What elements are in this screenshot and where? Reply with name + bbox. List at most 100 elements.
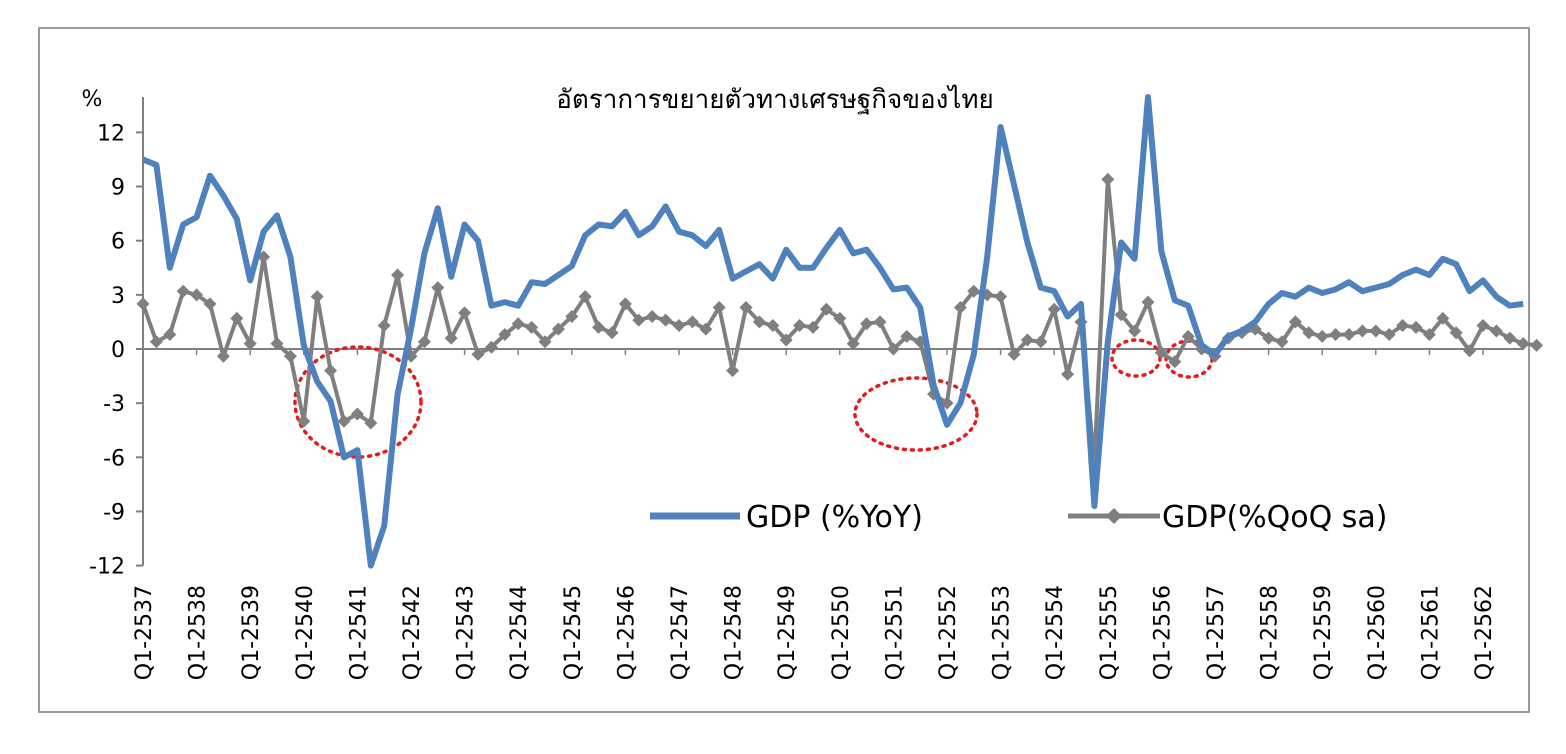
series-point-qoq bbox=[645, 310, 659, 324]
x-tick-label: Q1-2540 bbox=[293, 585, 318, 680]
x-tick-label: Q1-2556 bbox=[1150, 585, 1175, 680]
series-point-qoq bbox=[136, 297, 150, 311]
chart-title: อัตราการขยายตัวทางเศรษฐกิจของไทย bbox=[556, 84, 993, 115]
series-point-qoq bbox=[511, 317, 525, 331]
series-point-qoq bbox=[1503, 331, 1517, 345]
series-point-qoq bbox=[1409, 320, 1423, 334]
series-point-qoq bbox=[833, 311, 847, 325]
series-point-qoq bbox=[953, 300, 967, 314]
y-tick-label: -6 bbox=[103, 446, 125, 471]
series-point-qoq bbox=[471, 347, 485, 361]
series-point-qoq bbox=[994, 290, 1008, 304]
series-point-qoq bbox=[900, 329, 914, 343]
series-point-qoq bbox=[364, 416, 378, 430]
series-point-qoq bbox=[1516, 337, 1530, 351]
series-point-qoq bbox=[431, 281, 445, 295]
highlight-circle bbox=[293, 345, 423, 459]
series-point-qoq bbox=[1154, 346, 1168, 360]
series-point-qoq bbox=[1530, 338, 1544, 352]
series-point-qoq bbox=[618, 297, 632, 311]
series-point-qoq bbox=[1302, 326, 1316, 340]
series-point-qoq bbox=[1034, 335, 1048, 349]
x-tick-label: Q1-2548 bbox=[722, 585, 747, 680]
series-point-qoq bbox=[766, 319, 780, 333]
x-tick-label: Q1-2549 bbox=[775, 585, 800, 680]
series-point-qoq bbox=[779, 333, 793, 347]
x-tick-label: Q1-2551 bbox=[882, 585, 907, 680]
series-point-qoq bbox=[176, 284, 190, 298]
series-point-qoq bbox=[484, 340, 498, 354]
series-point-qoq bbox=[578, 290, 592, 304]
x-tick-label: Q1-2537 bbox=[132, 585, 157, 680]
series-point-qoq bbox=[391, 268, 405, 282]
x-tick-label: Q1-2544 bbox=[507, 585, 532, 680]
legend-marker-qoq bbox=[1106, 508, 1122, 524]
legend-label-yoy: GDP (%YoY) bbox=[746, 500, 923, 535]
series-point-qoq bbox=[324, 364, 338, 378]
chart-frame bbox=[38, 27, 1530, 713]
series-point-qoq bbox=[1141, 295, 1155, 309]
series-point-qoq bbox=[592, 320, 606, 334]
series-point-qoq bbox=[632, 313, 646, 327]
y-tick-label: 6 bbox=[111, 230, 125, 255]
series-point-qoq bbox=[1020, 333, 1034, 347]
series-point-qoq bbox=[726, 364, 740, 378]
series-point-qoq bbox=[1047, 302, 1061, 316]
series-point-qoq bbox=[190, 288, 204, 302]
series-point-qoq bbox=[270, 337, 284, 351]
series-point-qoq bbox=[1128, 324, 1142, 338]
series-point-qoq bbox=[1355, 324, 1369, 338]
series-point-qoq bbox=[1275, 335, 1289, 349]
x-tick-label: Q1-2562 bbox=[1472, 585, 1497, 680]
y-tick-label: -3 bbox=[103, 392, 125, 417]
x-tick-label: Q1-2545 bbox=[561, 585, 586, 680]
series-point-qoq bbox=[163, 328, 177, 342]
x-tick-label: Q1-2542 bbox=[400, 585, 425, 680]
series-point-qoq bbox=[685, 315, 699, 329]
series-point-qoq bbox=[1168, 355, 1182, 369]
y-axis: 12 9 6 3 0 -3 -6 -9 -12 bbox=[89, 97, 144, 580]
series-point-qoq bbox=[1449, 326, 1463, 340]
series-point-qoq bbox=[659, 313, 673, 327]
x-axis: Q1-2537 Q1-2538 Q1-2539 Q1-2540 Q1-2541 Q1-25… bbox=[132, 348, 1524, 680]
x-tick-label: Q1-2558 bbox=[1258, 585, 1283, 680]
series-point-qoq bbox=[1061, 367, 1075, 381]
x-tick-label: Q1-2559 bbox=[1311, 585, 1336, 680]
series-point-qoq bbox=[712, 300, 726, 314]
x-tick-label: Q1-2561 bbox=[1418, 585, 1443, 680]
x-tick-label: Q1-2543 bbox=[454, 585, 479, 680]
series-point-qoq bbox=[1342, 328, 1356, 342]
y-axis-unit-label: % bbox=[82, 87, 103, 112]
series-point-qoq bbox=[699, 322, 713, 336]
series-point-qoq bbox=[310, 290, 324, 304]
series-point-qoq bbox=[739, 300, 753, 314]
series-point-qoq bbox=[886, 342, 900, 356]
series-point-qoq bbox=[1369, 324, 1383, 338]
series-point-qoq bbox=[819, 302, 833, 316]
series-point-qoq bbox=[149, 335, 163, 349]
series-point-qoq bbox=[1329, 328, 1343, 342]
series-point-qoq bbox=[1181, 329, 1195, 343]
series-point-qoq bbox=[417, 335, 431, 349]
y-tick-label: 9 bbox=[111, 176, 125, 201]
y-tick-label: -9 bbox=[103, 500, 125, 525]
x-tick-label: Q1-2538 bbox=[186, 585, 211, 680]
highlight-circles bbox=[293, 338, 1214, 459]
x-tick-label: Q1-2547 bbox=[668, 585, 693, 680]
series-point-qoq bbox=[967, 284, 981, 298]
x-tick-label: Q1-2541 bbox=[346, 585, 371, 680]
series-point-qoq bbox=[873, 315, 887, 329]
series-layer bbox=[136, 94, 1544, 569]
series-point-qoq bbox=[243, 337, 257, 351]
highlight-circle bbox=[1110, 338, 1162, 378]
highlight-circle bbox=[853, 376, 979, 452]
x-tick-label: Q1-2553 bbox=[990, 585, 1015, 680]
series-point-qoq bbox=[444, 331, 458, 345]
series-point-qoq bbox=[1288, 315, 1302, 329]
series-point-qoq bbox=[793, 319, 807, 333]
series-point-qoq bbox=[806, 320, 820, 334]
series-point-qoq bbox=[1262, 331, 1276, 345]
series-point-qoq bbox=[1382, 328, 1396, 342]
series-point-qoq bbox=[216, 349, 230, 363]
